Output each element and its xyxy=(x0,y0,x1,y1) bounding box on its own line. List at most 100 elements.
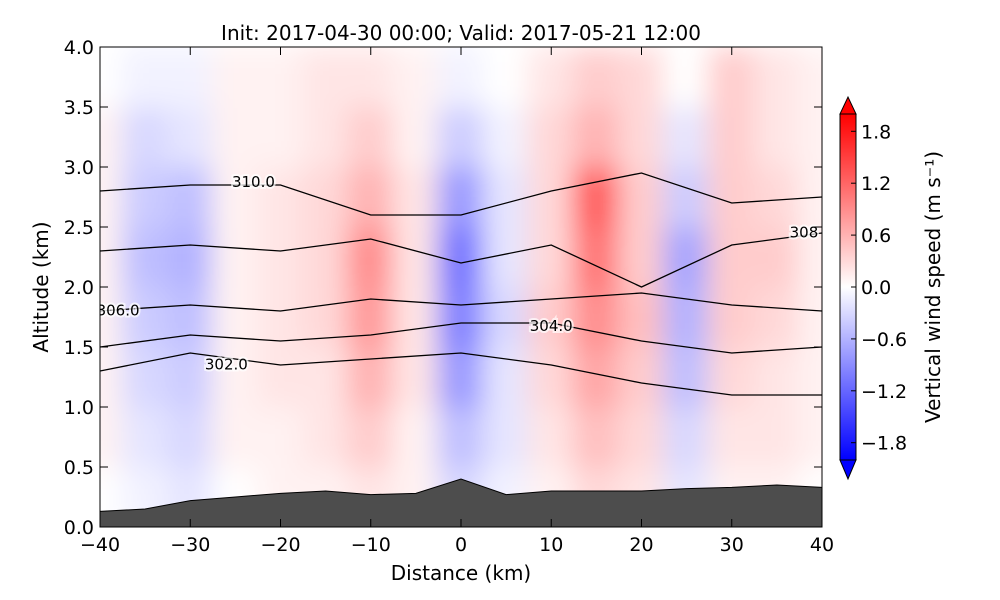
field-cell xyxy=(211,106,259,168)
field-cell xyxy=(392,166,440,228)
field-cell xyxy=(256,166,305,228)
field-cell xyxy=(166,166,214,228)
colorbar-tick-label: 0.0 xyxy=(861,277,891,299)
field-cell xyxy=(798,47,822,108)
field-cell xyxy=(527,166,575,228)
field-cell xyxy=(437,286,485,348)
x-tick-label: 20 xyxy=(629,534,653,556)
field-cell xyxy=(121,106,169,168)
field-cell xyxy=(347,106,395,168)
field-cell xyxy=(663,346,711,408)
y-tick-label: 0.0 xyxy=(64,517,94,539)
field-cell xyxy=(256,226,305,288)
field-cell xyxy=(663,166,711,228)
field-cell xyxy=(527,286,575,348)
field-cell xyxy=(121,166,169,228)
contour-label: 308 xyxy=(790,224,819,242)
field-cell xyxy=(100,47,124,108)
field-cell xyxy=(392,286,440,348)
field-cell xyxy=(256,47,305,108)
colorbar-label: Vertical wind speed (m s⁻¹) xyxy=(921,151,945,423)
field-cell xyxy=(753,166,801,228)
field-cell xyxy=(437,166,485,228)
field-cell xyxy=(708,286,756,348)
field-cell xyxy=(798,166,822,228)
field-cell xyxy=(121,47,169,108)
field-cell xyxy=(166,406,214,468)
isentrope xyxy=(100,352,822,396)
field-cell xyxy=(663,406,711,468)
field-cell xyxy=(527,106,575,168)
field-cell xyxy=(482,406,530,468)
colorbar-extend-top xyxy=(839,95,857,115)
isentrope xyxy=(100,322,822,354)
x-tick-label: 30 xyxy=(720,534,744,556)
y-tick-label: 3.0 xyxy=(64,157,94,179)
field-cell xyxy=(121,346,169,408)
field-cell xyxy=(302,346,350,408)
field-cell xyxy=(572,226,620,288)
field-cell xyxy=(663,47,711,108)
field-cell xyxy=(708,226,756,288)
field-cell xyxy=(527,226,575,288)
x-axis-label: Distance (km) xyxy=(391,561,531,585)
field-cell xyxy=(121,226,169,288)
y-tick-label: 0.5 xyxy=(64,457,94,479)
field-cell xyxy=(392,106,440,168)
field-cell xyxy=(798,226,822,288)
y-tick-label: 3.5 xyxy=(64,97,94,119)
field-cell xyxy=(302,226,350,288)
field-cell xyxy=(617,166,666,228)
field-cell xyxy=(437,226,485,288)
field-cell xyxy=(753,346,801,408)
colorbar-extend-bottom xyxy=(839,459,857,481)
y-axis-label: Altitude (km) xyxy=(29,221,53,352)
y-tick-label: 1.5 xyxy=(64,337,94,359)
field-cell xyxy=(437,47,485,108)
y-tick-label: 2.5 xyxy=(64,217,94,239)
field-cell xyxy=(437,106,485,168)
y-tick-label: 2.0 xyxy=(64,277,94,299)
field-cell xyxy=(572,406,620,468)
field-cell xyxy=(256,106,305,168)
field-cell xyxy=(347,346,395,408)
field-cell xyxy=(708,106,756,168)
field-cell xyxy=(256,286,305,348)
field-cell xyxy=(527,47,575,108)
field-cell xyxy=(211,226,259,288)
isentrope xyxy=(100,172,822,216)
field-cell xyxy=(166,47,214,108)
field-cell xyxy=(663,286,711,348)
field-cell xyxy=(482,106,530,168)
field-cell xyxy=(572,166,620,228)
field-cell xyxy=(437,406,485,468)
field-cell xyxy=(753,406,801,468)
colorbar xyxy=(840,114,856,460)
contour-label: 302.0 xyxy=(205,356,248,374)
field-cell xyxy=(798,346,822,408)
field-cell xyxy=(572,106,620,168)
field-layer xyxy=(100,47,822,527)
contour-label: 306.0 xyxy=(97,302,140,320)
field-cell xyxy=(527,406,575,468)
x-tick-label: 0 xyxy=(455,534,467,556)
field-cell xyxy=(100,406,124,468)
field-cell xyxy=(121,286,169,348)
colorbar-tick-label: 1.2 xyxy=(861,173,891,195)
axes: −40 −30 −20 −10 0 10 20 30 400.00.51.01.52.02.53… xyxy=(64,37,907,556)
field-cell xyxy=(753,106,801,168)
isentrope xyxy=(100,292,822,312)
colorbar-tick-label: 1.8 xyxy=(861,121,891,143)
contour-label: 304.0 xyxy=(530,317,573,335)
field-cell xyxy=(211,47,259,108)
isentrope xyxy=(100,232,822,288)
x-tick-label: −20 xyxy=(260,534,300,556)
field-cell xyxy=(100,286,124,348)
field-cell xyxy=(617,346,666,408)
field-cell xyxy=(482,166,530,228)
field-cell xyxy=(708,406,756,468)
colorbar-tick-label: 0.6 xyxy=(861,225,891,247)
x-tick-label: 40 xyxy=(810,534,834,556)
field-cell xyxy=(302,106,350,168)
field-cell xyxy=(256,346,305,408)
